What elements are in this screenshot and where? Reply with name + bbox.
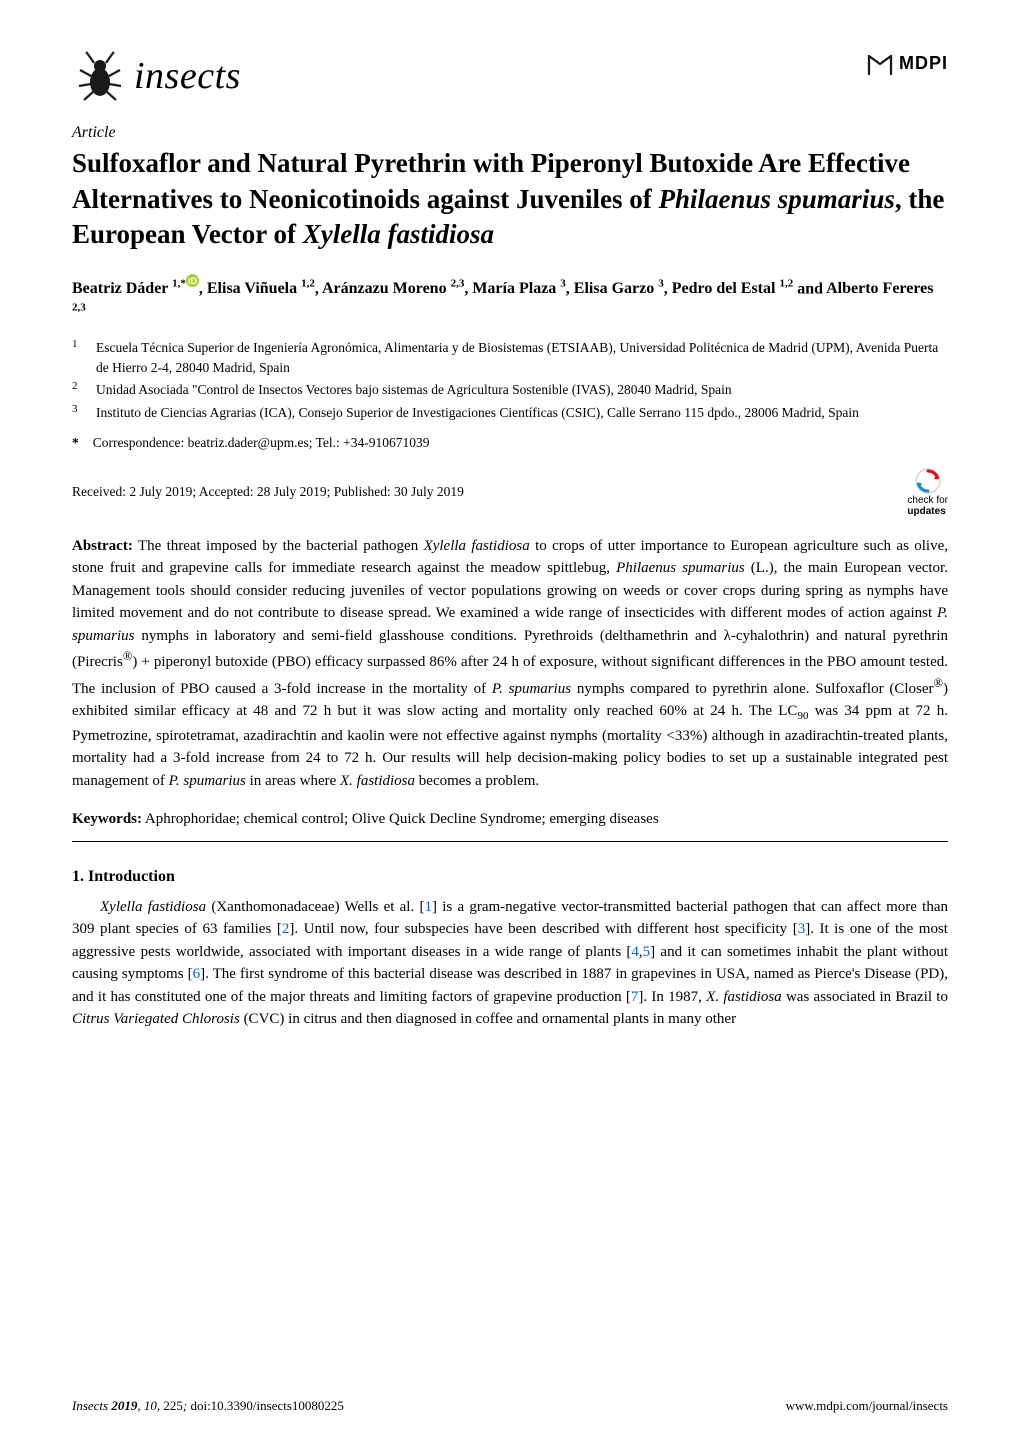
- affiliation: 2 Unidad Asociada "Control de Insectos V…: [72, 380, 948, 400]
- abstract-label: Abstract:: [72, 538, 133, 554]
- affiliation: 1 Escuela Técnica Superior de Ingeniería…: [72, 338, 948, 379]
- author: Pedro del Estal 1,2: [672, 280, 793, 297]
- updates-line2: updates: [907, 506, 948, 517]
- authors-line: Beatriz Dáder 1,*iD, Elisa Viñuela 1,2, …: [72, 271, 948, 324]
- ref-link[interactable]: 4: [631, 944, 639, 960]
- affiliation-text: Escuela Técnica Superior de Ingeniería A…: [96, 338, 948, 379]
- journal-logo-block: insects: [72, 48, 241, 104]
- updates-icon: [914, 467, 942, 495]
- page-footer: Insects 2019, 10, 225; doi:10.3390/insec…: [72, 1398, 948, 1414]
- article-type-label: Article: [72, 124, 948, 142]
- author: Aránzazu Moreno 2,3: [322, 280, 464, 297]
- correspondence-marker: *: [72, 435, 79, 451]
- mdpi-icon: [865, 48, 895, 78]
- affiliation-text: Unidad Asociada "Control de Insectos Vec…: [96, 380, 732, 400]
- author: Elisa Viñuela 1,2: [207, 280, 315, 297]
- ref-link[interactable]: 5: [643, 944, 651, 960]
- insect-icon: [72, 48, 128, 104]
- author: María Plaza 3: [472, 280, 565, 297]
- publisher-name: MDPI: [899, 53, 948, 74]
- title-species-1: Philaenus spumarius: [659, 184, 895, 214]
- correspondence-line: * Correspondence: beatriz.dader@upm.es; …: [72, 435, 948, 451]
- svg-text:iD: iD: [188, 276, 198, 286]
- dates-row: Received: 2 July 2019; Accepted: 28 July…: [72, 467, 948, 517]
- ref-link[interactable]: 7: [631, 989, 639, 1005]
- author: Elisa Garzo 3: [574, 280, 664, 297]
- affiliations-block: 1 Escuela Técnica Superior de Ingeniería…: [72, 338, 948, 423]
- keywords: Keywords: Aphrophoridae; chemical contro…: [72, 808, 948, 831]
- check-updates-badge[interactable]: check for updates: [907, 467, 948, 517]
- header-row: insects MDPI: [72, 48, 948, 104]
- section-heading: 1. Introduction: [72, 868, 948, 886]
- article-title: Sulfoxaflor and Natural Pyrethrin with P…: [72, 146, 948, 253]
- publisher-logo: MDPI: [865, 48, 948, 78]
- affiliation: 3 Instituto de Ciencias Agrarias (ICA), …: [72, 403, 948, 423]
- ref-link[interactable]: 6: [193, 966, 201, 982]
- keywords-text: Aphrophoridae; chemical control; Olive Q…: [142, 811, 659, 827]
- footer-url[interactable]: www.mdpi.com/journal/insects: [786, 1398, 948, 1414]
- publication-dates: Received: 2 July 2019; Accepted: 28 July…: [72, 484, 464, 500]
- ref-link[interactable]: 3: [798, 921, 806, 937]
- ref-link[interactable]: 1: [424, 899, 432, 915]
- affiliation-text: Instituto de Ciencias Agrarias (ICA), Co…: [96, 403, 859, 423]
- keywords-label: Keywords:: [72, 811, 142, 827]
- journal-name: insects: [134, 54, 241, 98]
- orcid-icon[interactable]: iD: [186, 271, 199, 294]
- intro-paragraph: Xylella fastidiosa (Xanthomonadaceae) We…: [72, 896, 948, 1031]
- section-divider: [72, 841, 948, 842]
- abstract: Abstract: The threat imposed by the bact…: [72, 535, 948, 793]
- author: Beatriz Dáder 1,*iD: [72, 280, 199, 297]
- title-species-2: Xylella fastidiosa: [303, 219, 494, 249]
- ref-link[interactable]: 2: [282, 921, 290, 937]
- footer-citation: Insects 2019, 10, 225; doi:10.3390/insec…: [72, 1398, 344, 1414]
- correspondence-text: Correspondence: beatriz.dader@upm.es; Te…: [93, 435, 430, 451]
- updates-line1: check for: [907, 495, 948, 506]
- abstract-text: The threat imposed by the bacterial path…: [72, 538, 948, 789]
